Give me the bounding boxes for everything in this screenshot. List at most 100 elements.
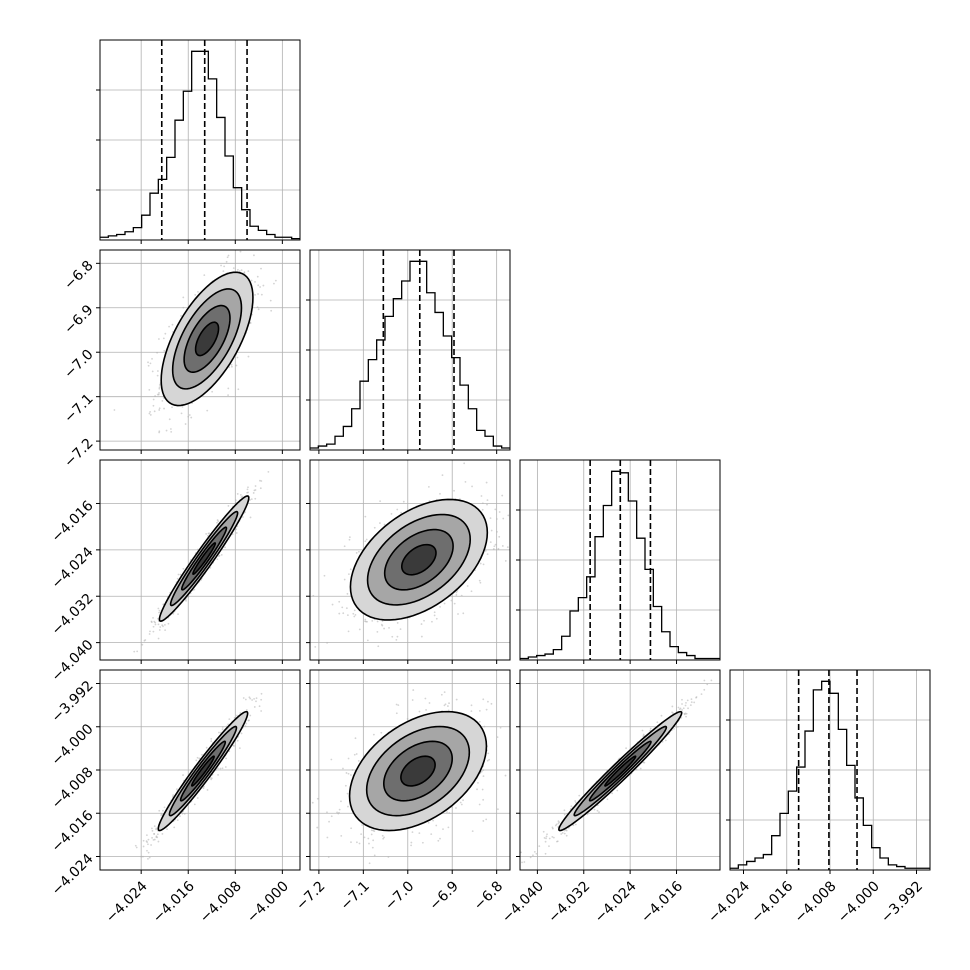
sample-point [463,462,466,465]
sample-point [391,635,394,638]
sample-point [148,633,151,635]
sample-point [425,709,427,711]
sample-point [482,820,485,822]
sample-point [221,728,224,731]
sample-point [157,617,159,620]
sample-point [356,841,358,844]
sample-point [479,562,482,565]
sample-point [424,697,427,700]
sample-point [177,573,180,576]
sample-point [327,856,330,858]
sample-point [113,409,116,411]
sample-point [481,788,484,791]
sample-point [239,712,242,714]
sample-point [180,315,182,317]
sample-point [504,774,507,777]
sample-point [456,590,459,592]
sample-point [242,516,244,518]
density-fill [192,542,216,575]
sample-point [158,611,160,614]
sample-point [486,503,488,506]
sample-point [490,529,493,532]
sample-point [372,839,375,842]
sample-point [219,767,222,770]
scatter-points-3-1 [311,689,507,865]
sample-point [479,581,482,584]
sample-point [498,511,501,513]
sample-point [368,862,371,865]
sample-point [326,836,329,839]
sample-point [270,309,273,312]
sample-point [336,811,338,814]
sample-point [418,832,421,835]
sample-point [221,767,224,770]
sample-point [153,825,156,828]
sample-point [484,549,487,552]
sample-point [480,495,483,497]
sample-point [431,620,433,623]
sample-point [338,811,340,814]
sample-point [163,806,166,809]
sample-point [238,270,241,273]
sample-point [168,325,171,328]
sample-point [411,699,414,701]
sample-point [142,845,145,848]
sample-point [342,767,344,770]
sample-point [382,837,385,840]
sample-point [397,704,400,707]
sample-point [354,613,357,616]
sample-point [133,650,136,653]
sample-point [427,821,430,824]
sample-point [383,836,385,839]
sample-point [244,725,247,727]
sample-point [158,407,161,410]
sample-point [210,777,213,780]
sample-point [156,374,159,377]
sample-point [350,827,353,830]
sample-point [172,612,175,615]
sample-point [460,594,463,597]
sample-point [216,558,219,561]
sample-point [481,508,484,511]
sample-point [358,628,361,631]
panel-frame-1-0 [99,249,301,451]
sample-point [496,736,499,739]
contour-line [194,321,220,357]
sample-point [372,829,375,832]
sample-point [181,812,184,815]
sample-point [457,613,459,615]
sample-point [435,617,438,620]
sample-point [147,851,150,854]
sample-point [462,799,464,802]
sample-point [338,600,341,603]
sample-point [235,364,238,367]
sample-point [344,784,347,787]
sample-point [420,635,423,638]
sample-point [148,388,151,391]
sample-point [221,726,224,728]
sample-point [368,842,370,845]
sample-point [689,704,692,707]
sample-point [251,699,254,701]
sample-point [492,547,495,550]
sample-point [230,363,233,366]
sample-point [160,812,163,815]
density-fill [191,756,215,786]
sample-point [345,772,348,774]
sample-point [256,306,259,309]
sample-point [206,534,209,537]
sample-point [166,828,168,830]
sample-point [182,567,185,570]
sample-point [372,733,375,736]
sample-point [446,811,448,813]
sample-point [367,837,370,840]
grid-lines-3-2 [520,670,720,870]
sample-point [218,731,220,734]
sample-point [464,480,467,483]
sample-point [161,624,164,627]
sample-point [420,623,423,625]
sample-point [350,841,352,844]
sample-point [150,827,153,830]
sample-point [260,698,263,701]
sample-point [223,265,226,268]
